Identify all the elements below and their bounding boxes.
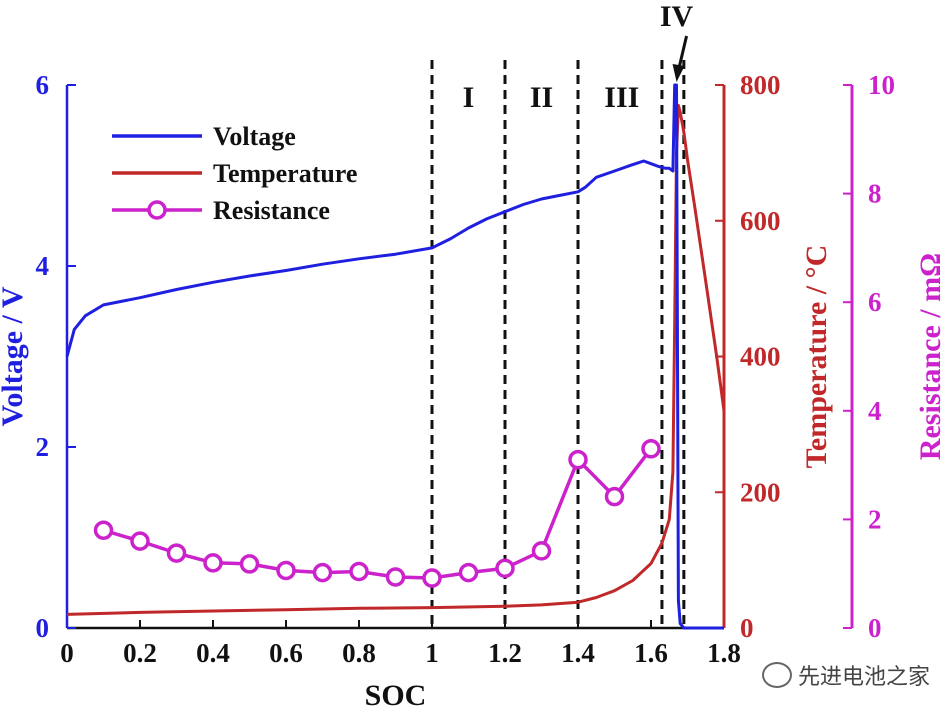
y-axis-title-3: Resistance / mΩ [914, 253, 947, 460]
y-tick-label-1: 6 [36, 70, 50, 100]
legend-label-temperature: Temperature [213, 159, 357, 188]
x-axis-title: SOC [365, 679, 427, 712]
legend: Voltage Temperature Resistance [112, 122, 357, 225]
y-tick-label-3: 6 [868, 287, 882, 317]
x-tick-label: 1.4 [561, 638, 595, 668]
axes: 0 0.2 0.4 0.6 0.8 1 1.2 1.4 1.6 1.8 SOC 0 2 4 6 Voltage… [0, 70, 947, 712]
watermark: 先进电池之家 [761, 659, 930, 691]
legend-label-voltage: Voltage [213, 122, 296, 151]
x-tick-label: 1 [425, 638, 439, 668]
region-label-III: III [604, 81, 639, 114]
y-axis-title-2: Temperature / °C [800, 245, 833, 469]
resistance-point [276, 560, 296, 581]
legend-marker-resistance [147, 200, 167, 220]
y-tick-label-1: 2 [36, 432, 50, 462]
y-tick-label-2: 200 [740, 477, 781, 507]
resistance-point [312, 562, 333, 583]
x-tick-label: 1.8 [707, 638, 741, 668]
y-tick-label-3: 2 [868, 504, 882, 534]
resistance-point [93, 520, 114, 541]
y-tick-label-2: 600 [740, 206, 781, 236]
resistance-point [641, 439, 661, 459]
wechat-icon [761, 662, 792, 688]
y-tick-label-2: 800 [740, 70, 781, 100]
x-tick-label: 0.8 [342, 638, 376, 668]
region-label-II: II [530, 81, 553, 114]
x-tick-label: 0.6 [269, 638, 303, 668]
y-tick-label-3: 8 [868, 179, 882, 209]
resistance-point [604, 486, 625, 507]
resistance-point [495, 558, 515, 579]
resistance-point [458, 562, 479, 583]
series-line-temperature [66, 103, 726, 616]
resistance-point [130, 531, 150, 551]
resistance-point [166, 543, 187, 563]
resistance-point [531, 541, 552, 561]
resistance-point [349, 561, 369, 582]
y-tick-label-1: 0 [36, 613, 50, 643]
y-axis-title-1: Voltage / V [0, 286, 29, 426]
watermark-text: 先进电池之家 [797, 665, 930, 690]
y-tick-label-1: 4 [36, 251, 50, 281]
legend-label-resistance: Resistance [213, 196, 330, 225]
y-tick-label-3: 4 [868, 396, 882, 426]
resistance-point [203, 553, 223, 573]
y-tick-label-3: 10 [868, 70, 895, 100]
region-iv-arrowhead [672, 64, 685, 82]
series-line-resistance [103, 447, 653, 580]
resistance-point [422, 568, 442, 588]
region-iv-arrow [677, 35, 689, 71]
x-tick-label: 0.4 [196, 638, 230, 668]
region-label-IV: IV [660, 0, 694, 33]
y-tick-label-2: 400 [740, 342, 781, 372]
y-tick-label-2: 0 [740, 613, 754, 643]
region-label-I: I [463, 81, 475, 114]
series-layer [65, 83, 726, 630]
series-line-voltage [65, 83, 724, 630]
resistance-point [239, 554, 260, 574]
y-tick-label-3: 0 [868, 613, 882, 643]
x-tick-label: 1.2 [488, 638, 522, 668]
resistance-point [568, 449, 588, 470]
x-tick-label: 1.6 [634, 638, 668, 668]
x-tick-label: 0.2 [123, 638, 157, 668]
x-tick-label: 0 [60, 638, 74, 668]
resistance-point [385, 567, 406, 587]
